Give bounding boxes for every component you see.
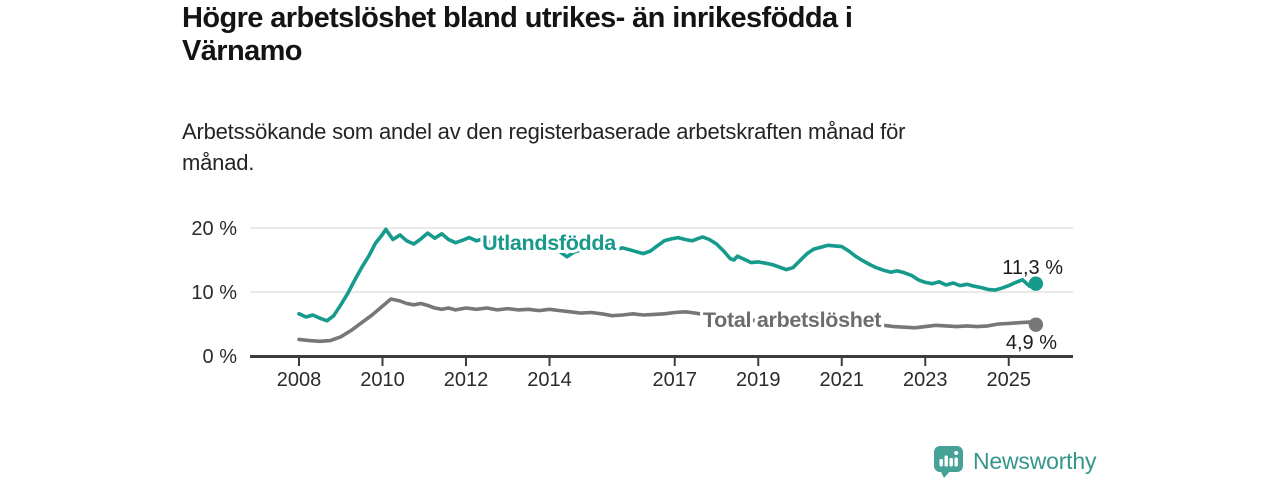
brand-footer[interactable]: Newsworthy (933, 444, 1096, 478)
end-dot-utlandsfodda (1028, 276, 1044, 291)
x-tick-label: 2014 (527, 369, 572, 391)
end-dot-total (1028, 317, 1044, 332)
y-tick-label: 20 % (191, 218, 237, 240)
series-label-total: Total arbetslöshet (703, 308, 881, 332)
x-tick-label: 2008 (277, 369, 322, 391)
brand-name: Newsworthy (973, 447, 1097, 474)
x-tick-label: 2019 (736, 369, 781, 391)
x-tick-label: 2025 (987, 369, 1032, 391)
end-value-label: 4,9 % (1006, 332, 1057, 354)
x-tick-label: 2012 (444, 369, 489, 391)
x-tick-label: 2023 (903, 369, 948, 391)
x-tick-label: 2010 (360, 369, 405, 391)
x-tick-label: 2021 (820, 369, 865, 391)
newsworthy-logo-icon (934, 445, 963, 478)
end-value-label: 11,3 % (1002, 257, 1063, 279)
y-tick-label: 0 % (203, 346, 238, 368)
page-title: Högre arbetslöshet bland utrikes- än inr… (182, 2, 853, 67)
x-tick-label: 2017 (653, 369, 698, 391)
series-line-total (297, 297, 1038, 344)
chart-subtitle: Arbetssökande som andel av den registerb… (182, 119, 906, 175)
series-label-utlandsfodda: Utlandsfödda (482, 231, 617, 255)
series-line-utlandsfodda (297, 227, 1038, 323)
y-tick-label: 10 % (191, 282, 237, 304)
